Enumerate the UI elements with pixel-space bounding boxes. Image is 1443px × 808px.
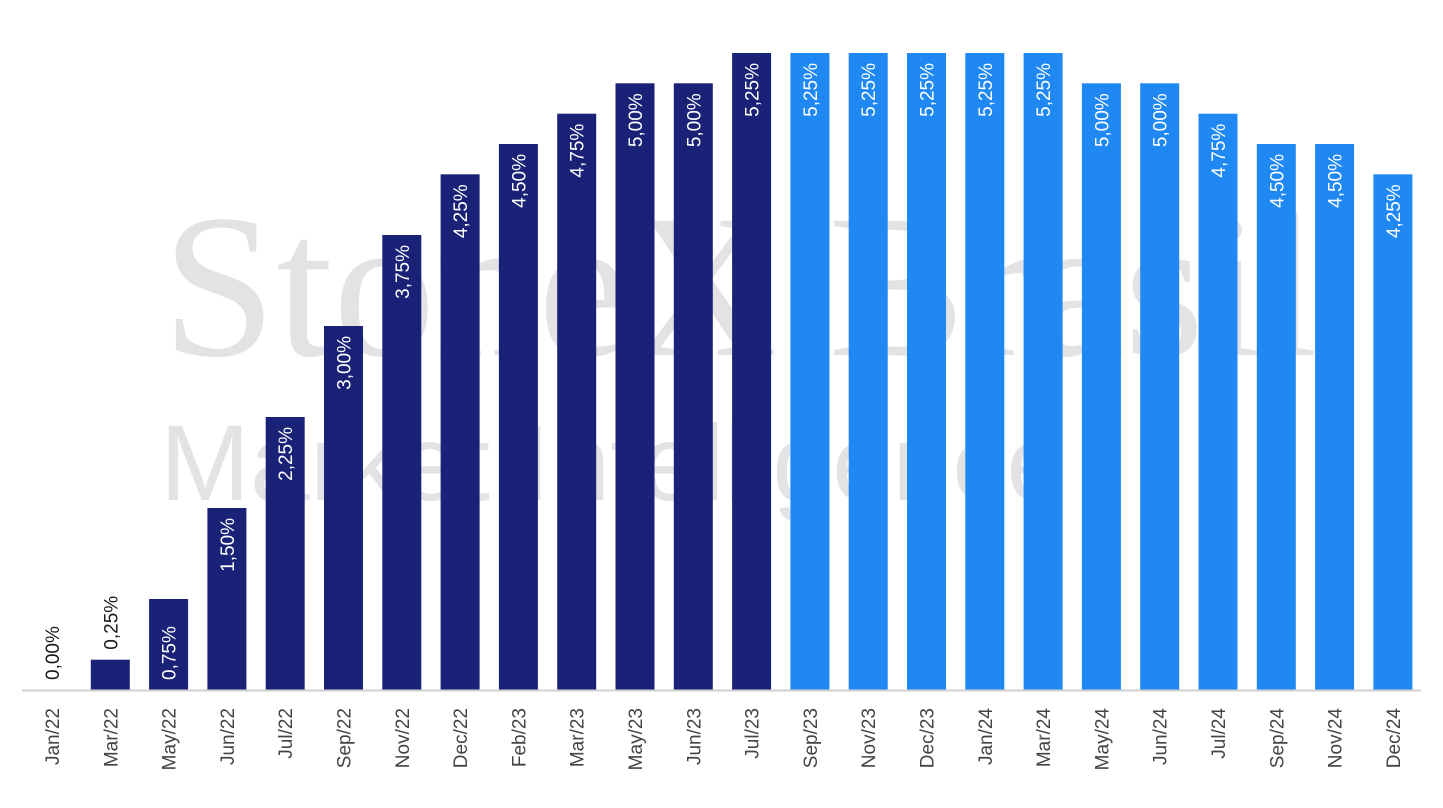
- bar: [1023, 53, 1063, 690]
- bar-value-label: 5,25%: [801, 63, 822, 117]
- bar-value-label: 5,25%: [976, 63, 997, 117]
- bar: [965, 53, 1005, 690]
- bar: [440, 174, 480, 691]
- x-tick-label: Mar/24: [1034, 708, 1055, 768]
- bar-value-label: 0,00%: [43, 626, 64, 680]
- bar-value-label: 4,75%: [1209, 124, 1230, 178]
- bar-value-label: 5,00%: [626, 93, 647, 147]
- bars-group: 0,00% 0,25% 0,75% 1,50% 2,25% 3,00% 3,75% 4,25%…: [43, 53, 1413, 691]
- bar: [557, 113, 597, 690]
- x-tick-label: Dec/23: [918, 708, 939, 768]
- bar-value-label: 4,50%: [1326, 154, 1347, 208]
- x-tick-label: Mar/22: [101, 708, 122, 767]
- bar-value-label: 0,25%: [101, 596, 122, 650]
- bar-value-label: 1,50%: [218, 518, 239, 572]
- x-tick-label: Dec/22: [451, 708, 472, 768]
- x-tick-label: Sep/22: [335, 708, 356, 768]
- bar-value-label: 3,75%: [393, 245, 414, 299]
- bar-value-label: 5,00%: [1151, 93, 1172, 147]
- x-tick-label: Jun/22: [218, 708, 239, 765]
- bar: [149, 599, 189, 690]
- x-tick-label: Jul/22: [276, 708, 297, 759]
- bar: [907, 53, 946, 690]
- bar-value-label: 5,00%: [1092, 93, 1113, 147]
- bar: [382, 235, 422, 690]
- x-tick-label: Dec/24: [1384, 708, 1405, 769]
- bar: [1081, 83, 1121, 691]
- bar: [1373, 174, 1413, 691]
- bar-value-label: 4,25%: [451, 184, 472, 238]
- x-tick-label: Nov/23: [859, 708, 880, 768]
- x-tick-label: Jan/22: [43, 708, 64, 765]
- bar: [673, 83, 713, 691]
- bar: [1315, 144, 1355, 690]
- bar: [1198, 113, 1238, 690]
- bar: [324, 326, 363, 690]
- bar-value-label: 5,00%: [684, 93, 705, 147]
- x-tick-label: May/24: [1092, 708, 1113, 771]
- x-tick-label: Jun/24: [1151, 708, 1172, 765]
- bar-value-label: 3,00%: [335, 336, 356, 390]
- bar-value-label: 4,50%: [509, 154, 530, 208]
- x-tick-label: Jan/24: [976, 708, 997, 765]
- x-tick-label: Jun/23: [684, 708, 705, 765]
- x-tick-label: Nov/24: [1326, 708, 1347, 769]
- bar-value-label: 5,25%: [859, 63, 880, 117]
- bar: [732, 53, 772, 690]
- bar-value-label: 4,25%: [1384, 184, 1405, 238]
- x-tick-label: Feb/23: [509, 708, 530, 767]
- bar: [265, 417, 305, 690]
- bar-value-label: 4,50%: [1267, 154, 1288, 208]
- x-tick-labels: Jan/22 Mar/22 May/22 Jun/22 Jul/22 Sep/22 Nov/…: [43, 708, 1405, 771]
- bar: [615, 83, 655, 691]
- bar: [848, 53, 888, 690]
- x-tick-label: Mar/23: [568, 708, 589, 767]
- x-tick-label: May/22: [160, 708, 181, 770]
- x-tick-label: Jul/23: [743, 708, 764, 759]
- x-tick-label: Sep/24: [1267, 708, 1288, 769]
- bar-value-label: 4,75%: [568, 124, 589, 178]
- x-tick-label: Jul/24: [1209, 708, 1230, 759]
- x-tick-label: Sep/23: [801, 708, 822, 768]
- bar-value-label: 0,75%: [160, 626, 181, 680]
- bar-value-label: 5,25%: [743, 63, 764, 117]
- bar-value-label: 2,25%: [276, 427, 297, 481]
- bar: [1256, 144, 1296, 690]
- x-tick-label: May/23: [626, 708, 647, 770]
- bar-value-label: 5,25%: [1034, 63, 1055, 117]
- bar-value-label: 5,25%: [918, 63, 939, 117]
- bar: [1140, 83, 1180, 691]
- bar: [90, 659, 130, 690]
- bar: [790, 53, 830, 690]
- bar: [207, 508, 247, 690]
- bar: [498, 144, 538, 690]
- x-tick-label: Nov/22: [393, 708, 414, 768]
